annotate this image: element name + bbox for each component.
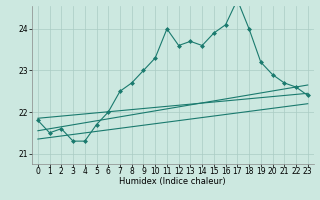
X-axis label: Humidex (Indice chaleur): Humidex (Indice chaleur)	[119, 177, 226, 186]
